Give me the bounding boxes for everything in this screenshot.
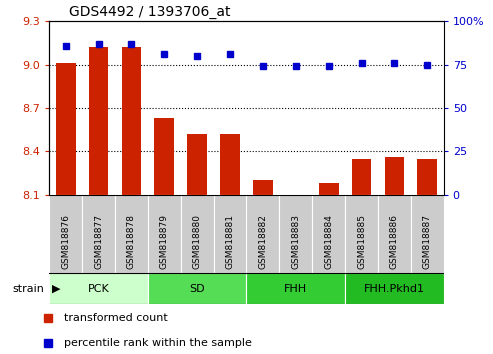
Text: FHH: FHH (284, 284, 307, 293)
Bar (280, 195, 312, 273)
Text: GSM818876: GSM818876 (61, 214, 70, 269)
Bar (56, 63, 75, 195)
Text: GSM818884: GSM818884 (324, 214, 333, 269)
Text: GSM818878: GSM818878 (127, 214, 136, 269)
Text: percentile rank within the sample: percentile rank within the sample (64, 338, 252, 348)
Bar (411, 195, 444, 273)
Text: transformed count: transformed count (64, 313, 168, 323)
Text: GSM818883: GSM818883 (291, 214, 300, 269)
Bar (187, 134, 207, 195)
Text: GSM818879: GSM818879 (160, 214, 169, 269)
Bar (148, 273, 246, 304)
Bar (213, 195, 246, 273)
Bar (319, 183, 339, 195)
Bar (181, 195, 213, 273)
Bar (154, 118, 174, 195)
Text: SD: SD (189, 284, 205, 293)
Bar (115, 195, 148, 273)
Text: GSM818877: GSM818877 (94, 214, 103, 269)
Bar (89, 47, 108, 195)
Text: GSM818886: GSM818886 (390, 214, 399, 269)
Bar (148, 195, 181, 273)
Bar (122, 47, 141, 195)
Text: GSM818885: GSM818885 (357, 214, 366, 269)
Bar (352, 159, 371, 195)
Text: PCK: PCK (88, 284, 109, 293)
Bar (220, 134, 240, 195)
Text: FHH.Pkhd1: FHH.Pkhd1 (364, 284, 425, 293)
Bar (246, 273, 345, 304)
Bar (385, 157, 404, 195)
Bar (378, 195, 411, 273)
Text: strain: strain (12, 284, 44, 293)
Bar (418, 159, 437, 195)
Bar (312, 195, 345, 273)
Text: GSM818880: GSM818880 (193, 214, 202, 269)
Bar (345, 195, 378, 273)
Text: GSM818882: GSM818882 (258, 214, 267, 269)
Text: GDS4492 / 1393706_at: GDS4492 / 1393706_at (69, 5, 231, 19)
Text: ▶: ▶ (52, 284, 60, 293)
Text: GSM818881: GSM818881 (226, 214, 235, 269)
Bar (49, 195, 82, 273)
Text: GSM818887: GSM818887 (423, 214, 432, 269)
Bar (253, 180, 273, 195)
Bar (82, 195, 115, 273)
Bar (246, 195, 280, 273)
Bar (345, 273, 444, 304)
Bar (49, 273, 148, 304)
